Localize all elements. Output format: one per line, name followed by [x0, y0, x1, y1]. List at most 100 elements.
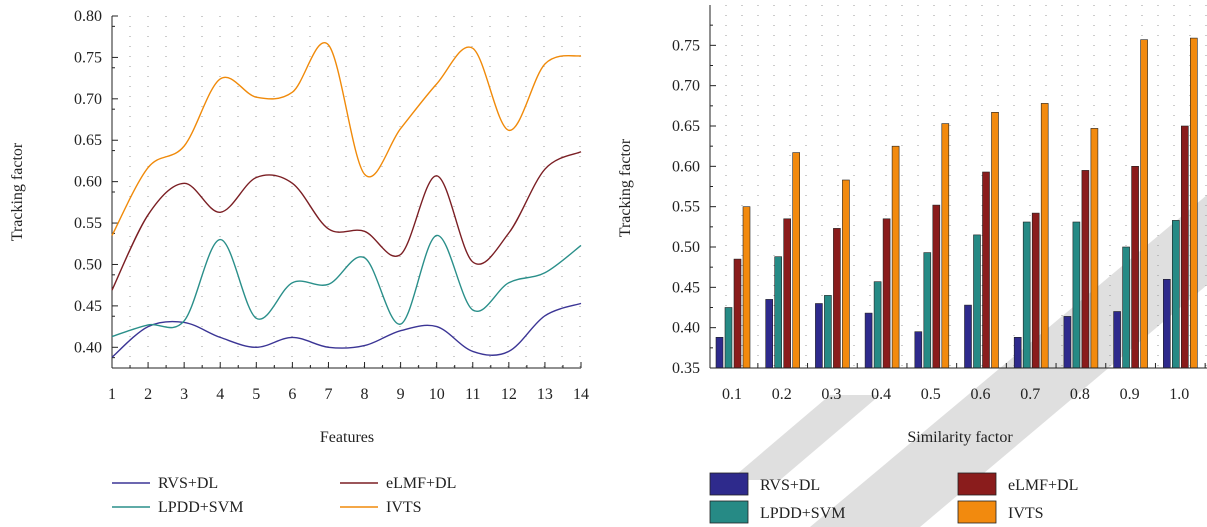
- x-tick-label: 9: [397, 386, 405, 403]
- bar-elmf-dl: [882, 218, 891, 369]
- y-tick-label: 0.75: [672, 37, 700, 54]
- bar-ivts: [1140, 39, 1148, 369]
- watermark-band-2: [730, 395, 880, 480]
- bar-rvs-dl: [964, 304, 972, 369]
- y-axis-label: Tracking factor: [9, 142, 26, 241]
- x-tick-label: 3: [180, 386, 188, 403]
- bars: [715, 37, 1198, 369]
- bar-rvs-dl: [1113, 311, 1121, 369]
- bar-rvs-dl: [815, 303, 823, 369]
- grid: [725, 5, 1207, 368]
- bar-ivts: [1040, 103, 1049, 369]
- x-tick-label: 0.9: [1120, 386, 1140, 403]
- bar-ivts: [1190, 37, 1198, 369]
- bar-rvs-dl: [1013, 336, 1022, 369]
- bar-elmf-dl: [1131, 166, 1139, 369]
- bar-rvs-dl: [1163, 278, 1171, 369]
- bar-ivts: [991, 112, 999, 369]
- series-line-lpdd-svm: [111, 234, 582, 338]
- bar-chart: 0.35 0.40 0.45 0.50 0.55 0.60 0.65 0.70 0.75 0.1…: [617, 5, 1207, 524]
- legend: RVS+DL eLMF+DL LPDD+SVM IVTS: [709, 472, 1078, 524]
- x-tick-label: 8: [361, 386, 369, 403]
- legend-label: LPDD+SVM: [760, 505, 845, 522]
- x-tick-label: 6: [288, 386, 296, 403]
- x-axis-label: Features: [320, 429, 374, 446]
- series-line-ivts: [111, 42, 582, 236]
- legend-swatch: [957, 500, 997, 524]
- axes: [111, 15, 582, 369]
- y-tick-label: 0.50: [74, 256, 102, 273]
- bar-lpdd-svm: [1172, 220, 1180, 369]
- bar-elmf-dl: [982, 171, 990, 369]
- y-tick-label: 0.40: [74, 339, 102, 356]
- bar-rvs-dl: [765, 299, 774, 369]
- y-tick-label: 0.50: [672, 239, 700, 256]
- bar-ivts: [941, 123, 950, 369]
- bar-elmf-dl: [932, 204, 941, 369]
- bar-elmf-dl: [1031, 212, 1040, 369]
- y-tick-label: 0.55: [672, 199, 700, 216]
- bar-rvs-dl: [1063, 316, 1072, 369]
- y-tick-label: 0.60: [672, 158, 700, 175]
- x-tick-label: 12: [501, 386, 517, 403]
- bar-lpdd-svm: [923, 252, 932, 369]
- x-tick-label: 0.8: [1070, 386, 1090, 403]
- bar-ivts: [1090, 128, 1099, 369]
- legend: RVS+DL eLMF+DL LPDD+SVM IVTS: [112, 475, 456, 516]
- bar-lpdd-svm: [1022, 221, 1031, 369]
- y-tick-label: 0.70: [74, 91, 102, 108]
- series-line-rvs-dl: [111, 302, 582, 358]
- bar-elmf-dl: [783, 218, 792, 369]
- bar-lpdd-svm: [724, 307, 733, 369]
- bar-elmf-dl: [733, 258, 742, 369]
- axes: [709, 5, 1207, 369]
- x-tick-label: 0.5: [921, 386, 941, 403]
- series-lines: [111, 42, 582, 358]
- x-tick-label: 5: [252, 386, 260, 403]
- bar-lpdd-svm: [824, 295, 832, 369]
- y-axis-label: Tracking factor: [617, 138, 634, 237]
- bar-elmf-dl: [833, 228, 841, 369]
- x-tick-label: 0.6: [971, 386, 991, 403]
- y-tick-label: 0.70: [672, 78, 700, 95]
- x-tick-label: 7: [324, 386, 332, 403]
- x-tick-label: 0.3: [821, 386, 841, 403]
- x-tick-label: 14: [573, 386, 589, 403]
- bar-rvs-dl: [914, 331, 923, 369]
- y-tick-label: 0.80: [74, 8, 102, 25]
- x-tick-label: 2: [144, 386, 152, 403]
- x-tick-label: 0.1: [722, 386, 742, 403]
- x-tick-label: 0.2: [772, 386, 792, 403]
- x-tick-label: 13: [537, 386, 553, 403]
- legend-label: LPDD+SVM: [158, 499, 243, 516]
- y-tick-label: 0.35: [672, 360, 700, 377]
- x-tick-labels: 1 2 3 4 5 6 7 8 9 10 11 12 13 14: [108, 386, 589, 403]
- legend-label: IVTS: [1008, 505, 1044, 522]
- x-tick-labels: 0.1 0.2 0.3 0.4 0.5 0.6 0.7 0.8 0.9 1.0: [722, 386, 1189, 403]
- y-tick-label: 0.45: [672, 279, 700, 296]
- y-tick-labels: 0.40 0.45 0.50 0.55 0.60 0.65 0.70 0.75 0.80: [74, 8, 102, 356]
- legend-swatch: [709, 472, 749, 496]
- legend-swatch: [709, 500, 749, 524]
- x-tick-label: 0.4: [871, 386, 891, 403]
- bar-lpdd-svm: [774, 256, 783, 369]
- bar-lpdd-svm: [1122, 246, 1130, 369]
- y-tick-label: 0.40: [672, 320, 700, 337]
- x-tick-label: 4: [216, 386, 224, 403]
- legend-label: eLMF+DL: [1008, 477, 1078, 494]
- legend-label: RVS+DL: [158, 475, 218, 492]
- bar-lpdd-svm: [973, 234, 981, 369]
- bar-ivts: [842, 179, 850, 369]
- bar-lpdd-svm: [873, 281, 882, 369]
- series-line-elmf-dl: [111, 151, 582, 291]
- bar-rvs-dl: [864, 312, 873, 369]
- x-tick-label: 10: [429, 386, 445, 403]
- x-tick-label: 1.0: [1169, 386, 1189, 403]
- y-tick-label: 0.45: [74, 298, 102, 315]
- bar-lpdd-svm: [1072, 221, 1081, 369]
- x-tick-label: 1: [108, 386, 116, 403]
- legend-swatch: [957, 472, 997, 496]
- bar-ivts: [742, 206, 751, 369]
